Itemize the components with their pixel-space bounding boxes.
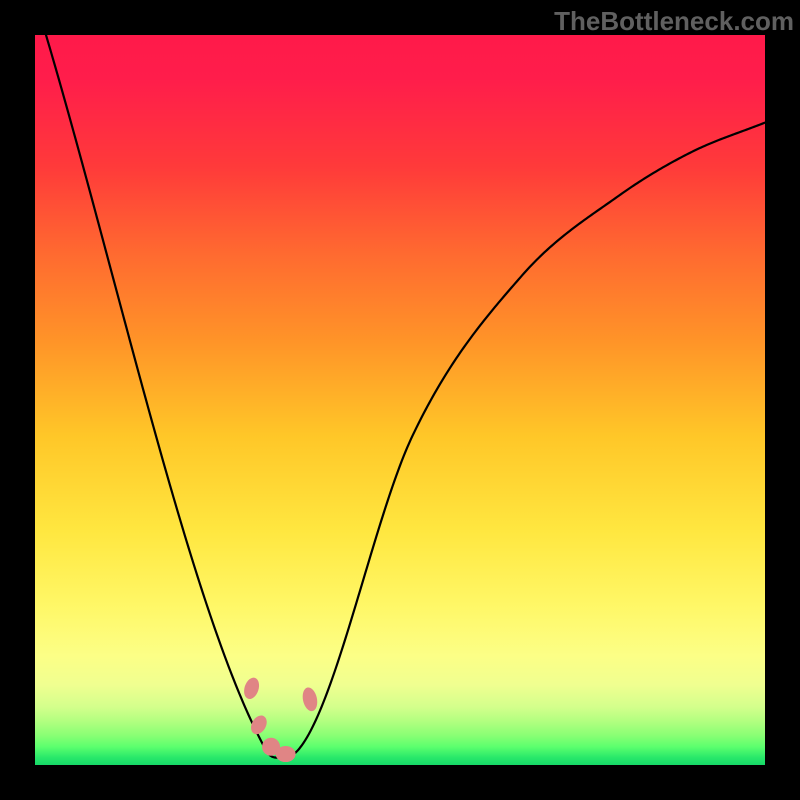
plot-area xyxy=(35,35,765,765)
valley-marker xyxy=(301,686,320,712)
bottleneck-curve-path xyxy=(35,35,765,758)
valley-marker xyxy=(242,676,262,701)
valley-marker xyxy=(248,713,270,737)
chart-canvas: TheBottleneck.com xyxy=(0,0,800,800)
watermark-text: TheBottleneck.com xyxy=(554,6,794,37)
valley-marker xyxy=(276,746,296,762)
bottleneck-curve xyxy=(35,35,765,765)
